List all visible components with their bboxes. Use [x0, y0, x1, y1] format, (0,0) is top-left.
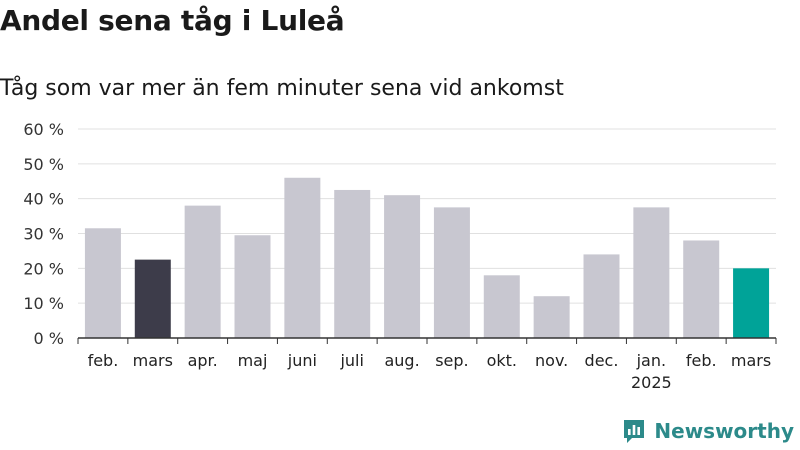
x-axis	[77, 337, 777, 344]
bar	[84, 228, 121, 338]
y-tick-label: 10 %	[23, 294, 64, 313]
bar	[633, 207, 670, 338]
x-tick-label: apr.	[188, 351, 218, 370]
x-tick-sublabel: 2025	[631, 373, 672, 392]
bar	[683, 240, 720, 338]
newsworthy-logo-icon	[624, 420, 645, 443]
bar	[334, 189, 371, 338]
brand-logo[interactable]: Newsworthy	[622, 418, 794, 444]
bar	[483, 275, 520, 338]
x-tick-label: dec.	[585, 351, 619, 370]
bar	[733, 268, 770, 338]
x-tick-label: jan.	[636, 351, 666, 370]
bar	[433, 207, 470, 338]
bar	[134, 259, 171, 338]
x-tick-label: maj	[238, 351, 268, 370]
bar	[234, 235, 271, 338]
x-tick-label: feb.	[88, 351, 119, 370]
x-tick-label: juni	[287, 351, 317, 370]
x-tick-label: mars	[133, 351, 173, 370]
y-tick-label: 50 %	[23, 155, 64, 174]
x-tick-label: feb.	[686, 351, 717, 370]
bar	[533, 296, 570, 338]
grid-lines	[78, 128, 776, 304]
bar	[184, 205, 221, 338]
x-tick-label: nov.	[535, 351, 568, 370]
bar	[384, 195, 421, 338]
y-tick-label: 40 %	[23, 190, 64, 209]
y-tick-label: 0 %	[34, 329, 64, 348]
bar	[284, 177, 321, 338]
bar	[583, 254, 620, 338]
x-axis-ticks: feb. mars apr. maj juni juli aug. sep. okt. nov. d…	[88, 351, 772, 392]
y-tick-label: 60 %	[23, 120, 64, 139]
chart-subtitle: Tåg som var mer än fem minuter sena vid …	[0, 76, 564, 101]
x-tick-label: mars	[731, 351, 771, 370]
chart-title: Andel sena tåg i Luleå	[0, 4, 345, 37]
y-tick-label: 30 %	[23, 225, 64, 244]
x-tick-label: aug.	[384, 351, 419, 370]
bars	[84, 177, 770, 338]
y-tick-label: 20 %	[23, 259, 64, 278]
x-tick-label: sep.	[435, 351, 468, 370]
x-tick-label: okt.	[487, 351, 517, 370]
x-tick-label: juli	[339, 351, 363, 370]
y-axis-ticks: 0 % 10 % 20 % 30 % 40 % 50 % 60 %	[23, 120, 64, 348]
brand-name: Newsworthy	[654, 419, 794, 443]
